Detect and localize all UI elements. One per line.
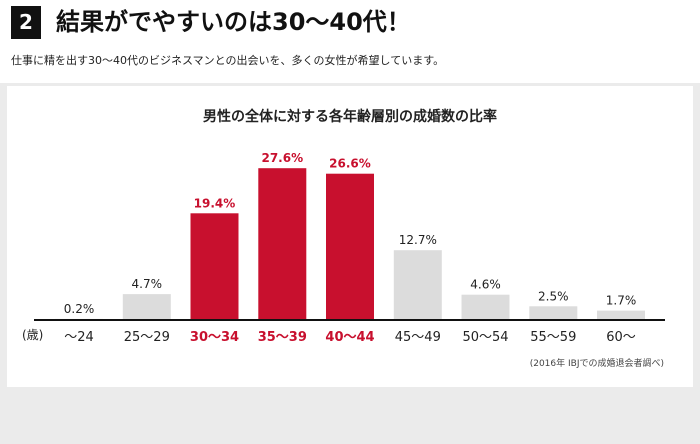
page-header: 2 結果がでやすいのは30〜40代！ 仕事に精を出す30〜40代のビジネスマンと… xyxy=(0,0,700,83)
bar-value-label: 27.6% xyxy=(261,151,303,165)
x-tick-label: 〜24 xyxy=(64,330,94,345)
bar-value-label: 4.7% xyxy=(132,277,163,291)
bar-value-label: 12.7% xyxy=(399,233,437,247)
section-subtitle: 仕事に精を出す30〜40代のビジネスマンとの出会いを、多くの女性が希望しています… xyxy=(11,54,445,67)
bar-value-label: 1.7% xyxy=(606,294,637,308)
bar-7 xyxy=(461,294,510,320)
x-tick-label: 50〜54 xyxy=(462,330,508,345)
x-axis-unit-label: (歳) xyxy=(22,328,44,342)
x-tick-label: 30〜34 xyxy=(190,330,239,345)
chart-source-note: (2016年 IBJでの成婚退会者調べ) xyxy=(529,359,664,369)
bar-value-label: 26.6% xyxy=(329,157,371,171)
x-tick-label: 55〜59 xyxy=(530,330,576,345)
bar-6 xyxy=(393,250,442,320)
x-tick-label: 40〜44 xyxy=(325,330,374,345)
x-tick-label: 60〜 xyxy=(606,330,636,345)
bar-value-label: 2.5% xyxy=(538,289,569,303)
bar-value-label: 4.6% xyxy=(470,278,501,292)
x-tick-label: 45〜49 xyxy=(395,330,441,345)
chart-title: 男性の全体に対する各年齢層別の成婚数の比率 xyxy=(203,109,497,125)
bar-2 xyxy=(122,294,171,320)
bar-9 xyxy=(597,310,645,320)
bar-8 xyxy=(529,306,578,321)
bar-3 xyxy=(190,213,239,320)
x-tick-label: 25〜29 xyxy=(124,330,170,345)
x-tick-label: 35〜39 xyxy=(258,330,307,345)
bar-value-label: 0.2% xyxy=(64,302,95,316)
bar-5 xyxy=(326,173,374,320)
bar-value-label: 19.4% xyxy=(194,196,236,210)
section-number-badge: 2 xyxy=(11,6,41,39)
section-title: 結果がでやすいのは30〜40代！ xyxy=(56,8,411,36)
bar-4 xyxy=(258,168,307,320)
